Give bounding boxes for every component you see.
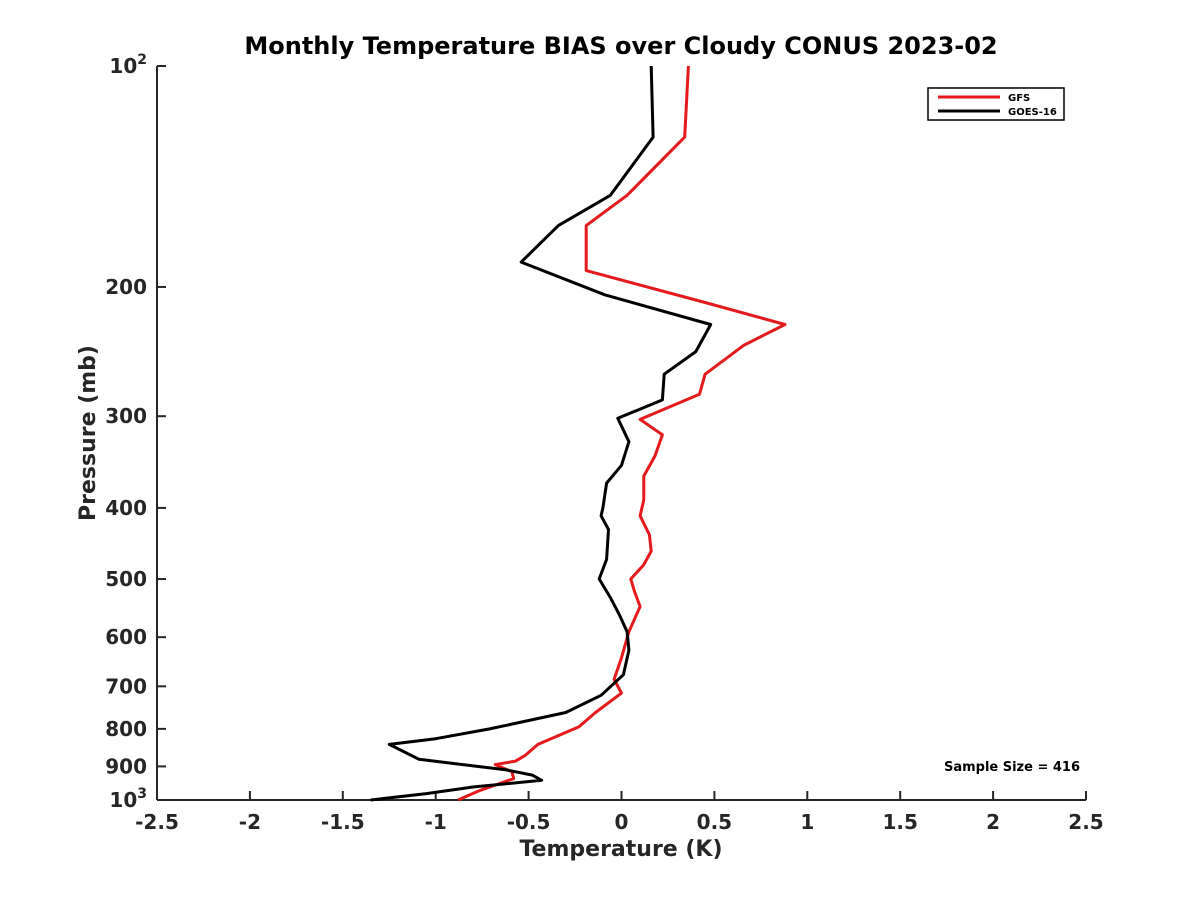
x-tick-label: 0.5 — [697, 810, 732, 834]
series-line-gfs — [457, 65, 787, 802]
y-tick-label: 800 — [105, 717, 147, 741]
x-tick-label: -1 — [425, 810, 447, 834]
x-axis-label: Temperature (K) — [519, 837, 722, 862]
y-tick-label: 300 — [105, 404, 147, 428]
legend-box — [927, 87, 1065, 121]
legend-label-goes-16: GOES-16 — [1008, 107, 1057, 118]
x-tick-label: 1 — [800, 810, 814, 834]
y-tick-label: 103 — [109, 786, 147, 812]
chart-title: Monthly Temperature BIAS over Cloudy CON… — [244, 32, 997, 60]
y-tick-label: 900 — [105, 754, 147, 778]
y-tick-label: 200 — [105, 275, 147, 299]
x-tick-label: -0.5 — [507, 810, 551, 834]
series-line-goes-16 — [370, 65, 713, 802]
y-axis-label: Pressure (mb) — [76, 345, 101, 521]
x-tick-label: 1.5 — [882, 810, 917, 834]
y-tick-label: 400 — [105, 496, 147, 520]
y-tick-label: 600 — [105, 625, 147, 649]
x-tick-label: 2.5 — [1068, 810, 1103, 834]
x-tick-label: 2 — [986, 810, 1000, 834]
plot-area: -2.5 -2 -1.5 -1 -0.5 0 0.5 1 1.5 2 2.5 102 200 300 400… — [105, 52, 1103, 834]
legend-label-gfs: GFS — [1008, 93, 1030, 104]
y-tick-label: 700 — [105, 674, 147, 698]
x-tick-label: -1.5 — [321, 810, 365, 834]
x-tick-label: 0 — [615, 810, 629, 834]
sample-size-annotation: Sample Size = 416 — [944, 760, 1080, 775]
x-tick-label: -2 — [239, 810, 261, 834]
x-tick-label: -2.5 — [135, 810, 179, 834]
legend: GFS GOES-16 — [927, 87, 1065, 121]
y-tick-label: 102 — [109, 52, 147, 78]
y-tick-label: 500 — [105, 567, 147, 591]
